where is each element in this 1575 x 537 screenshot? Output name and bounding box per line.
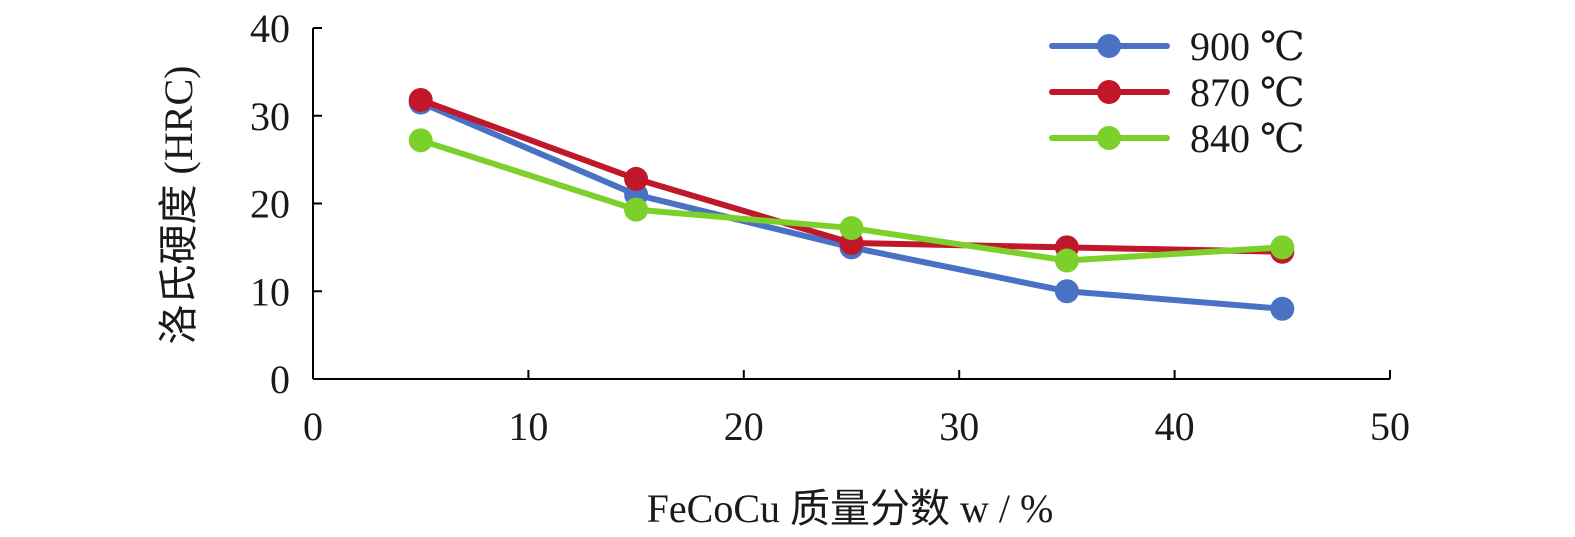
- data-point: [408, 87, 433, 112]
- series-0: [408, 90, 1295, 321]
- x-tick-label: 30: [939, 404, 979, 449]
- legend-marker: [1097, 34, 1121, 58]
- y-tick-label: 0: [270, 357, 290, 402]
- legend-item-1: 870 ℃: [1049, 70, 1305, 115]
- y-tick-label: 10: [250, 269, 290, 314]
- data-point: [408, 128, 433, 153]
- x-tick-label: 50: [1370, 404, 1410, 449]
- x-tick-label: 40: [1155, 404, 1195, 449]
- legend-marker: [1097, 80, 1121, 104]
- legend-item-0: 900 ℃: [1049, 24, 1305, 69]
- legend-label: 870 ℃: [1190, 70, 1305, 115]
- x-tick-label: 0: [303, 404, 323, 449]
- series-2: [408, 128, 1295, 273]
- y-axis-title: 洛氏硬度 (HRC): [156, 66, 201, 345]
- data-point: [1270, 235, 1295, 260]
- x-ticks: 0 10 20 30 40 50: [303, 370, 1410, 449]
- data-point: [624, 197, 649, 222]
- axes: 0 10 20 30 40 50 0 10 20 30 40: [250, 6, 1410, 449]
- y-ticks: 0 10 20 30 40: [250, 6, 322, 402]
- legend-item-2: 840 ℃: [1049, 116, 1305, 161]
- y-tick-label: 40: [250, 6, 290, 51]
- data-point: [1054, 248, 1079, 273]
- data-point: [1270, 296, 1295, 321]
- x-tick-label: 20: [724, 404, 764, 449]
- y-tick-label: 20: [250, 182, 290, 227]
- x-axis-title: FeCoCu 质量分数 w / %: [647, 486, 1054, 531]
- legend-label: 900 ℃: [1190, 24, 1305, 69]
- data-point: [624, 166, 649, 191]
- data-point: [1054, 279, 1079, 304]
- y-tick-label: 30: [250, 94, 290, 139]
- legend-label: 840 ℃: [1190, 116, 1305, 161]
- data-point: [839, 216, 864, 241]
- series-layer: [408, 87, 1295, 321]
- legend-marker: [1097, 126, 1121, 150]
- x-tick-label: 10: [508, 404, 548, 449]
- series-line: [417, 99, 1286, 312]
